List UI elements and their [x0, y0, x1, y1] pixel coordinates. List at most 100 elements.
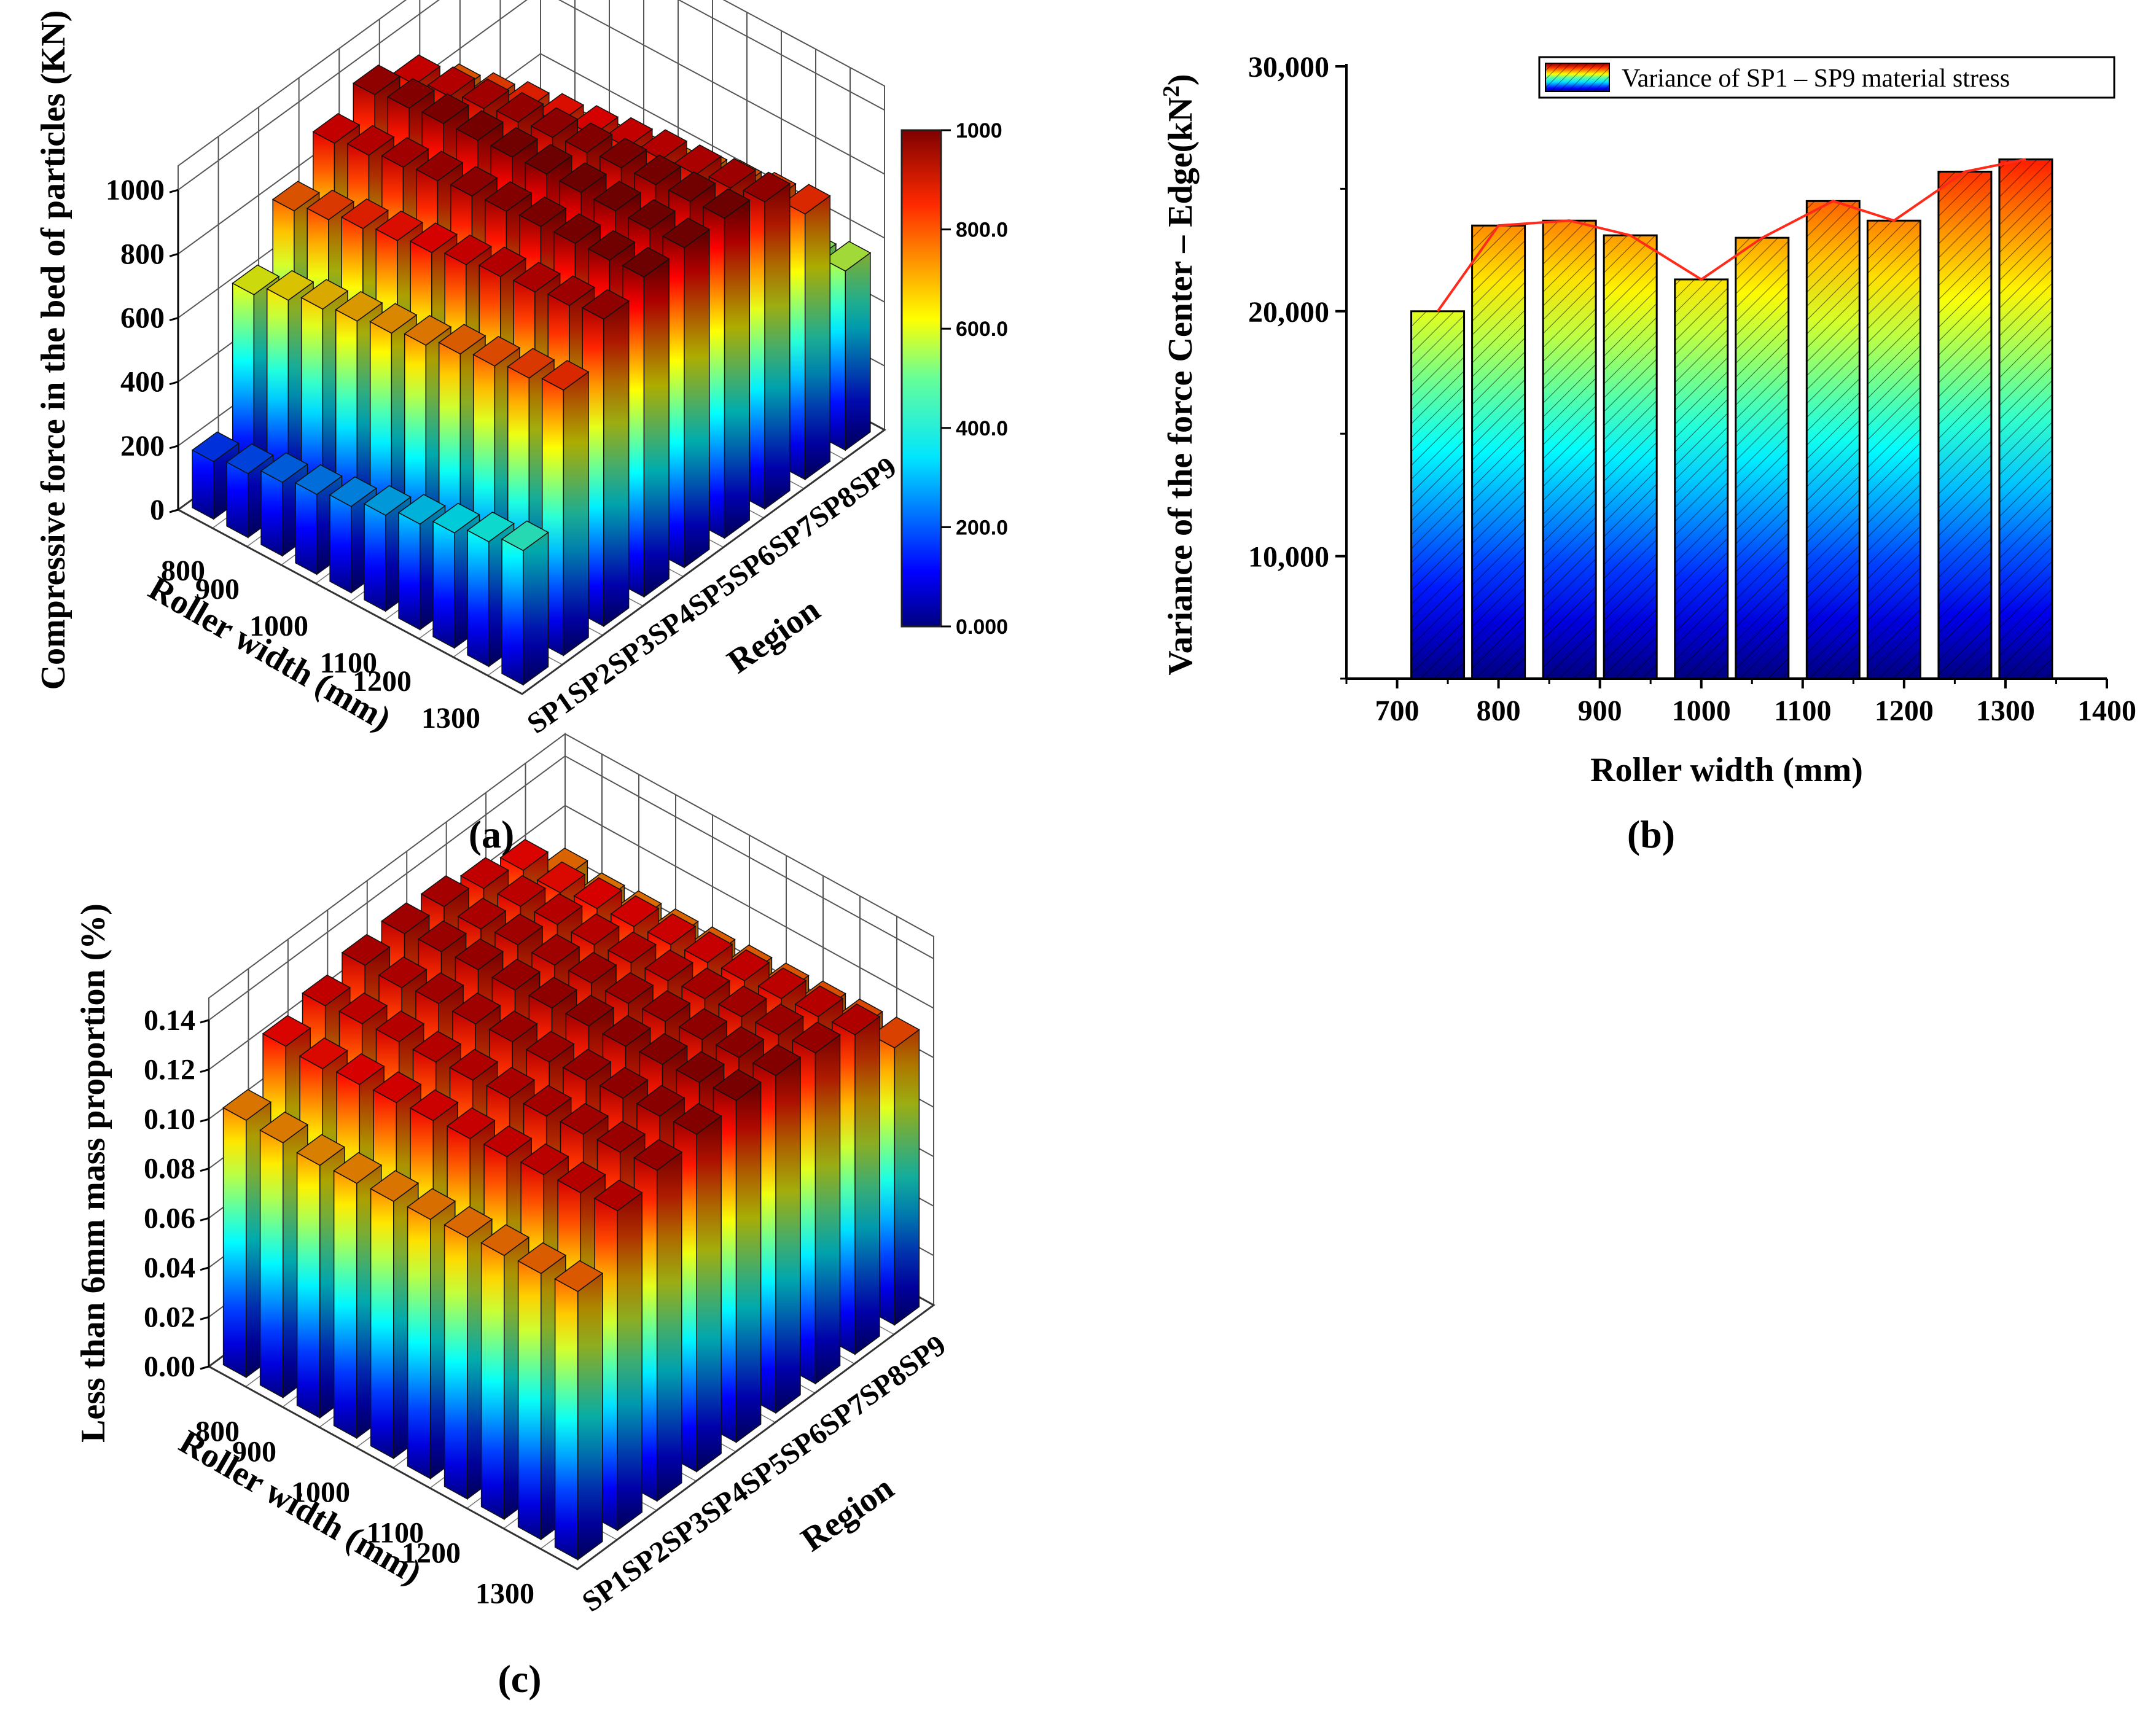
- z-tick-mark: [200, 1266, 209, 1271]
- x-axis-title: Roller width (mm): [1590, 751, 1863, 789]
- panel-c-bars: [222, 839, 920, 1561]
- bar-3d: [622, 247, 670, 598]
- width-tick-label: 1300: [421, 702, 480, 735]
- z-tick-mark: [169, 252, 179, 257]
- colorbar-tick-label: 1000: [956, 119, 1002, 142]
- width-tick-label: 1100: [367, 1517, 424, 1549]
- z-tick-mark: [169, 445, 179, 450]
- z-tick-label: 0.08: [144, 1153, 195, 1185]
- y-tick-label: 10,000: [1248, 541, 1329, 574]
- region-axis-title: Region: [794, 1469, 900, 1559]
- bar-hatch: [1806, 201, 1860, 679]
- z-tick-label: 0: [150, 494, 165, 526]
- panel-a-colorbar-ticks: 0.000 200.0 400.0 600.0 800.0 1000: [941, 119, 1008, 639]
- width-tick-label: 800: [195, 1416, 240, 1448]
- z-tick-mark: [200, 1217, 209, 1222]
- colorbar-tick-label: 0.000: [956, 615, 1008, 639]
- panel-b-legend: Variance of SP1 – SP9 material stress: [1538, 56, 2115, 99]
- colorbar-tick-label: 200.0: [956, 516, 1008, 539]
- z-tick-label: 0.04: [144, 1252, 195, 1284]
- z-tick-mark: [200, 1365, 209, 1370]
- panel-b-chart: 700 800 900 1000 1100 1200 1300 1400 10,000 20,00…: [1158, 51, 2136, 789]
- z-tick-mark: [200, 1069, 209, 1074]
- panel-b-axes: 700 800 900 1000 1100 1200 1300 1400 10,000 20,00…: [1158, 51, 2136, 789]
- width-tick-label: 900: [195, 573, 240, 606]
- z-tick-label: 200: [120, 430, 165, 462]
- width-tick-label: 1000: [249, 610, 308, 642]
- width-tick-label: 1200: [353, 665, 412, 698]
- x-tick-label: 1200: [1875, 695, 1934, 727]
- panel-a-bars: [191, 54, 872, 686]
- bar-3d: [554, 1260, 604, 1561]
- bar-3d: [702, 188, 751, 539]
- panel-a-colorbar: [900, 129, 942, 628]
- width-tick-label: 1000: [291, 1476, 350, 1509]
- z-tick-mark: [169, 317, 179, 321]
- bar-3d: [541, 360, 590, 657]
- bar-hatch: [1735, 238, 1789, 679]
- x-tick-label: 1000: [1672, 695, 1731, 727]
- width-tick-label: 800: [161, 555, 205, 587]
- panel-label-a: (a): [469, 813, 515, 856]
- colorbar-tick-label: 800.0: [956, 219, 1008, 242]
- bar-3d: [742, 171, 791, 510]
- z-tick-label: 0.12: [144, 1054, 195, 1086]
- bar-hatch: [1867, 220, 1921, 679]
- z-tick-label: 0.06: [144, 1202, 195, 1234]
- colorbar-tick-label: 600.0: [956, 318, 1008, 341]
- z-tick-mark: [200, 1118, 209, 1123]
- colorbar-tick-label: 400.0: [956, 417, 1008, 440]
- width-tick-label: 1300: [475, 1578, 534, 1610]
- width-tick-label: 900: [232, 1436, 276, 1468]
- panel-label-b: (b): [1627, 813, 1675, 856]
- z-tick-mark: [169, 189, 179, 193]
- x-tick-label: 1400: [2077, 695, 2136, 727]
- x-tick-label: 800: [1477, 695, 1521, 727]
- bar-hatch: [1604, 235, 1657, 679]
- bar-3d: [501, 520, 549, 686]
- bar-3d: [517, 1242, 567, 1541]
- panel-label-c: (c): [498, 1657, 541, 1701]
- z-tick-mark: [200, 1315, 209, 1320]
- width-tick-label: 1100: [320, 647, 377, 679]
- z-tick-label: 0.14: [144, 1004, 195, 1037]
- bar-3d: [662, 217, 711, 569]
- panel-b-trend-line: [1436, 158, 2026, 312]
- z-tick-label: 0.02: [144, 1301, 195, 1333]
- z-tick-mark: [200, 1167, 209, 1172]
- y-tick-label: 30,000: [1248, 51, 1329, 84]
- z-axis-title: Less than 6mm mass proportion (%): [74, 903, 112, 1443]
- z-tick-label: 1000: [106, 174, 165, 206]
- x-tick-label: 700: [1375, 695, 1420, 727]
- z-tick-mark: [200, 1019, 209, 1024]
- bar-3d: [581, 289, 630, 628]
- bar-3d: [823, 241, 872, 451]
- y-tick-label: 20,000: [1248, 296, 1329, 329]
- x-tick-label: 1300: [1976, 695, 2035, 727]
- z-tick-label: 800: [120, 238, 165, 270]
- z-axis-title: Compressive force in the bed of particle…: [34, 10, 72, 690]
- z-tick-label: 400: [120, 366, 165, 399]
- bar-hatch: [1411, 311, 1464, 679]
- region-axis-title: Region: [721, 591, 827, 681]
- bar-hatch: [1472, 225, 1525, 679]
- bar-hatch: [1674, 279, 1728, 679]
- bar-3d: [783, 184, 831, 481]
- bar-hatch: [1938, 171, 1991, 679]
- z-tick-label: 600: [120, 302, 165, 335]
- x-tick-label: 900: [1578, 695, 1622, 727]
- x-tick-label: 1100: [1774, 695, 1831, 727]
- y-axis-title: Variance of the force Center – Edge(kN2): [1158, 74, 1200, 675]
- z-tick-mark: [169, 509, 179, 513]
- z-tick-mark: [169, 381, 179, 386]
- z-tick-label: 0.10: [144, 1103, 195, 1136]
- z-tick-label: 0.00: [144, 1350, 195, 1383]
- bar-hatch: [1999, 159, 2052, 679]
- panel-b-bars: [1410, 158, 2053, 680]
- width-tick-label: 1200: [402, 1537, 461, 1570]
- legend-label: Variance of SP1 – SP9 material stress: [1622, 64, 2010, 93]
- bar-hatch: [1543, 220, 1596, 679]
